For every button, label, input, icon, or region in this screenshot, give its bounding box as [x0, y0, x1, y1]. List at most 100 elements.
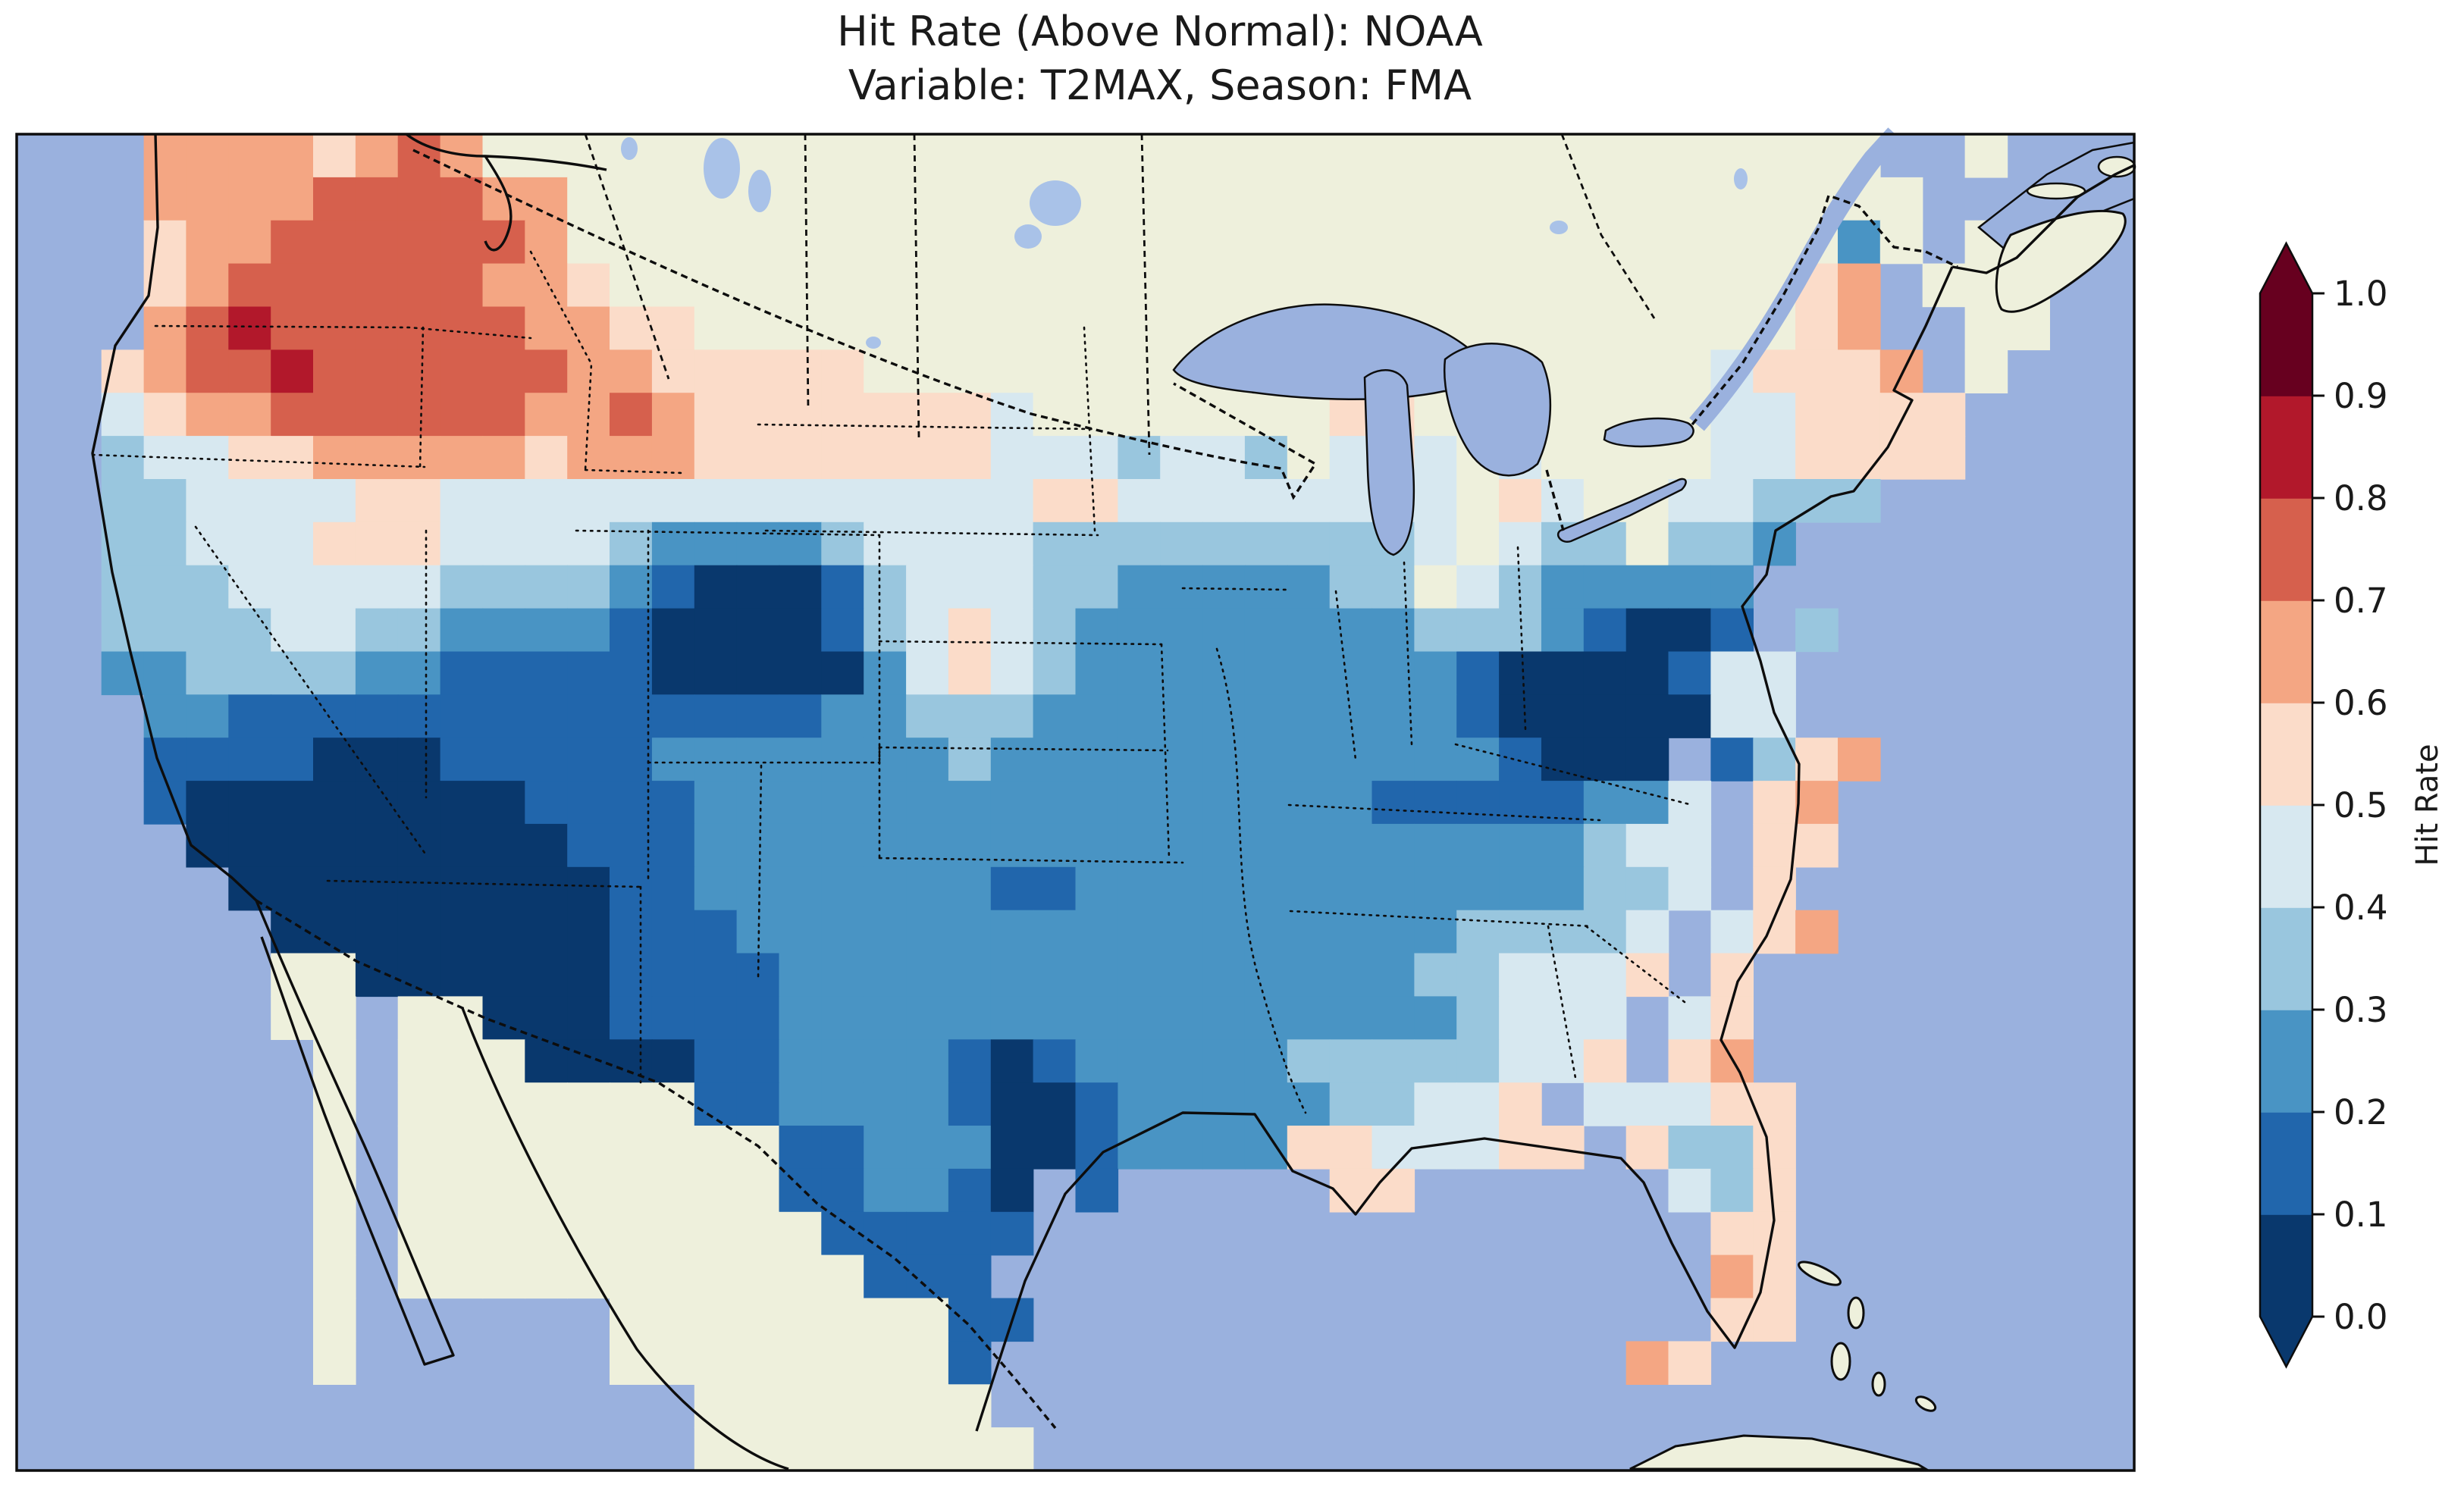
hit-rate-cell — [525, 393, 568, 437]
hit-rate-cell — [821, 436, 864, 480]
great-lakes — [1172, 303, 1694, 556]
land-cell — [1202, 263, 1246, 308]
hit-rate-cell — [948, 1168, 992, 1213]
colorbar-over-arrow — [2260, 243, 2312, 293]
colorbar-segment — [2260, 805, 2312, 908]
land-cell — [1033, 263, 1077, 308]
land-cell — [567, 1168, 610, 1213]
hit-rate-cell — [313, 263, 356, 308]
hit-rate-cell — [1499, 651, 1542, 696]
hit-rate-cell — [1202, 565, 1246, 609]
hit-rate-cell — [948, 436, 992, 480]
land-cell — [1625, 134, 1669, 178]
hit-rate-cell — [779, 393, 823, 437]
land-cell — [1710, 220, 1754, 265]
hit-rate-cell — [525, 565, 568, 609]
hit-rate-cell — [1372, 866, 1415, 911]
hit-rate-cell — [313, 608, 356, 653]
hit-rate-cell — [143, 608, 187, 653]
hit-rate-cell — [736, 479, 780, 523]
hit-rate-cell — [1625, 1082, 1669, 1126]
hit-rate-cell — [1753, 781, 1796, 825]
hit-rate-cell — [1583, 910, 1627, 954]
hit-rate-cell — [397, 393, 441, 437]
hit-rate-cell — [694, 781, 738, 825]
hit-rate-cell — [186, 608, 229, 653]
hit-rate-cell — [1499, 996, 1542, 1040]
land-cell — [990, 1427, 1034, 1471]
land-cell — [1795, 134, 1839, 178]
land-cell — [1075, 134, 1119, 178]
hit-rate-cell — [228, 220, 271, 265]
hit-rate-cell — [1033, 436, 1077, 480]
hit-rate-cell — [567, 953, 610, 998]
hit-rate-cell — [355, 349, 399, 393]
hit-rate-cell — [948, 738, 992, 781]
hit-rate-cell — [610, 781, 653, 825]
hit-rate-cell — [228, 823, 271, 868]
land-cell — [736, 1384, 780, 1428]
colorbar-segment — [2260, 703, 2312, 806]
hit-rate-cell — [779, 996, 823, 1040]
hit-rate-cell — [1160, 651, 1203, 696]
land-cell — [1583, 306, 1627, 351]
hit-rate-cell — [525, 177, 568, 221]
land-cell — [906, 1341, 949, 1385]
hit-rate-cell — [821, 479, 864, 523]
colorbar-tick-label: 0.1 — [2334, 1195, 2388, 1235]
hit-rate-cell — [1244, 565, 1288, 609]
hit-rate-cell — [567, 651, 610, 696]
hit-rate-cell — [651, 694, 695, 738]
hit-rate-cell — [1287, 694, 1331, 738]
hit-rate-cell — [990, 1039, 1034, 1083]
land-cell — [271, 953, 314, 998]
hit-rate-cell — [1287, 608, 1331, 653]
hit-rate-cell — [271, 436, 314, 480]
hit-rate-cell — [1795, 393, 1839, 437]
land-cell — [864, 263, 907, 308]
hit-rate-cell — [397, 479, 441, 523]
hit-rate-cell — [228, 694, 271, 738]
hit-rate-cell — [1202, 694, 1246, 738]
land-cell — [397, 1211, 441, 1256]
land-cell — [1118, 263, 1161, 308]
hit-rate-cell — [397, 738, 441, 781]
hit-rate-cell — [864, 1082, 907, 1126]
hit-rate-cell — [1710, 1168, 1754, 1213]
hit-rate-cell — [1414, 651, 1457, 696]
hit-rate-cell — [1710, 694, 1754, 738]
land-cell — [864, 134, 907, 178]
hit-rate-cell — [651, 996, 695, 1040]
land-cell — [1583, 263, 1627, 308]
land-cell — [651, 1341, 695, 1385]
hit-rate-cell — [143, 479, 187, 523]
land-cell — [779, 1341, 823, 1385]
hit-rate-cell — [186, 694, 229, 738]
hit-rate-cell — [1329, 1168, 1373, 1213]
hit-rate-cell — [948, 565, 992, 609]
hit-rate-cell — [1795, 306, 1839, 351]
land-cell — [1287, 177, 1331, 221]
hit-rate-cell — [1414, 1039, 1457, 1083]
hit-rate-cell — [694, 1039, 738, 1083]
hit-rate-cell — [228, 134, 271, 178]
hit-rate-cell — [1372, 1082, 1415, 1126]
lake-ontario-shape — [1603, 417, 1694, 448]
hit-rate-cell — [1033, 1082, 1077, 1126]
land-cell — [1753, 177, 1796, 221]
hit-rate-cell — [651, 393, 695, 437]
land-cell — [482, 1126, 526, 1170]
hit-rate-cell — [990, 1126, 1034, 1170]
hit-rate-cell — [1202, 910, 1246, 954]
hit-rate-cell — [1033, 910, 1077, 954]
hit-rate-cell — [1160, 996, 1203, 1040]
hit-rate-cell — [1541, 565, 1585, 609]
hit-rate-cell — [440, 866, 484, 911]
hit-rate-cell — [736, 436, 780, 480]
hit-rate-cell — [694, 651, 738, 696]
land-cell — [990, 306, 1034, 351]
hit-rate-cell — [271, 565, 314, 609]
hit-rate-cell — [1583, 823, 1627, 868]
hit-rate-cell — [440, 521, 484, 566]
land-cell — [397, 1168, 441, 1213]
